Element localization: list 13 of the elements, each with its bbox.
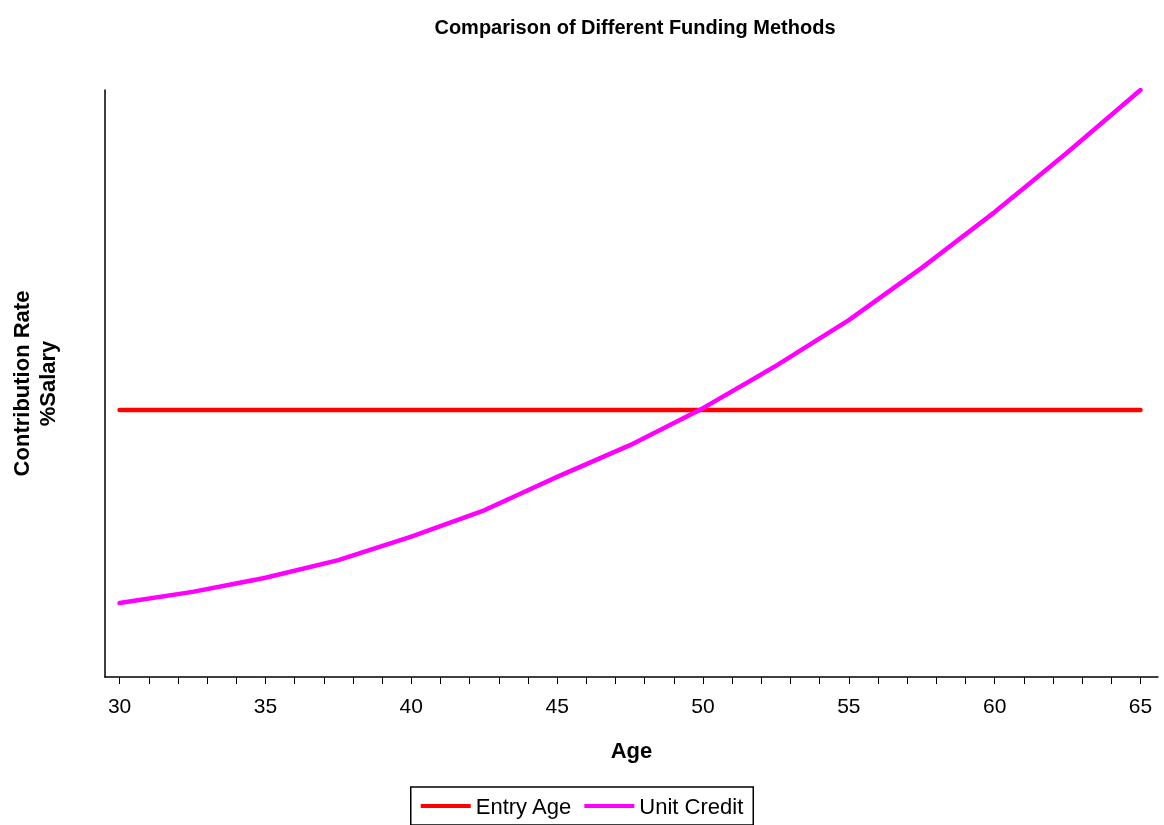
legend-label: Entry Age bbox=[475, 793, 572, 819]
x-tick-label: 45 bbox=[545, 694, 569, 717]
x-tick-label: 35 bbox=[253, 694, 278, 717]
chart-title: Comparison of Different Funding Methods bbox=[434, 16, 836, 38]
x-axis-title: Age bbox=[610, 737, 653, 763]
legend-label: Unit Credit bbox=[639, 793, 744, 819]
x-tick-label: 55 bbox=[837, 694, 861, 717]
x-tick-label: 65 bbox=[1128, 694, 1153, 717]
x-tick-label: 30 bbox=[107, 694, 132, 717]
x-tick-label: 40 bbox=[399, 694, 423, 717]
x-tick-label: 60 bbox=[982, 694, 1007, 717]
y-axis-title: Contribution Rate %Salary bbox=[8, 290, 60, 477]
x-tick-label: 50 bbox=[691, 694, 715, 717]
